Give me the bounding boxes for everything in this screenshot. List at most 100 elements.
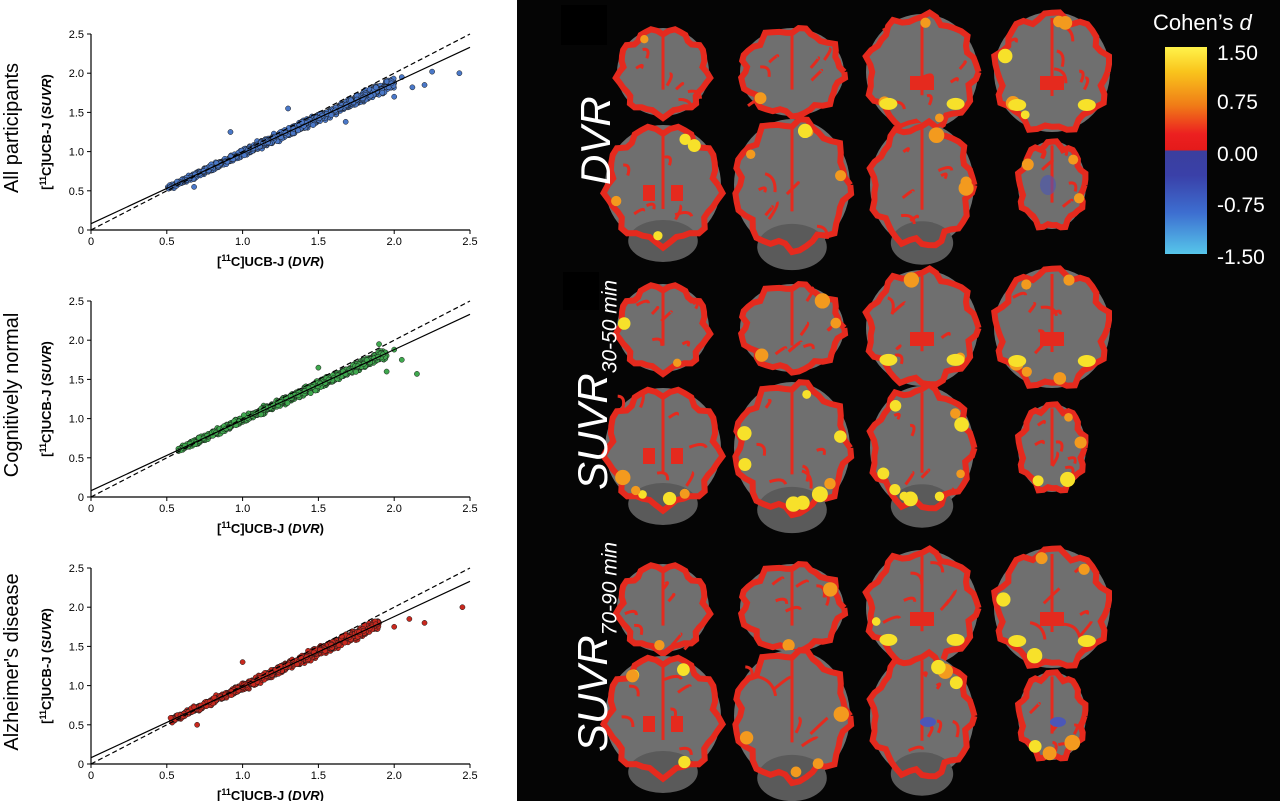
- cortex-fold: [624, 609, 638, 616]
- data-point: [376, 341, 382, 347]
- cortex-fold: [645, 202, 656, 210]
- cortex-fold: [930, 561, 945, 573]
- temporal-region: [946, 97, 965, 110]
- hot-region: [830, 317, 842, 329]
- temporal-region: [879, 633, 898, 646]
- cortex-outline: [1014, 669, 1089, 762]
- cortex-fold: [769, 478, 788, 485]
- cortex-fold: [633, 623, 644, 636]
- hot-region: [1020, 110, 1030, 120]
- hot-region: [871, 617, 881, 626]
- data-point: [328, 112, 335, 119]
- hot-region: [1063, 274, 1075, 286]
- cortex-fold: [650, 305, 660, 316]
- subcortical-region: [1040, 332, 1064, 346]
- hot-region: [737, 426, 752, 441]
- cortex-fold: [663, 674, 683, 681]
- hot-region: [1028, 740, 1042, 753]
- data-point: [429, 68, 435, 75]
- colorbar-tick: 1.50: [1217, 42, 1258, 65]
- data-point: [414, 371, 420, 377]
- cortex-fold: [816, 447, 826, 456]
- x-tick-label: 0: [88, 770, 94, 782]
- cortex-fold: [757, 186, 767, 193]
- cortex-fold: [639, 390, 645, 408]
- brain-slice: [1014, 138, 1089, 231]
- cortex-fold: [1056, 49, 1065, 68]
- cerebellum: [757, 754, 827, 801]
- data-point: [391, 93, 398, 100]
- hot-region: [1078, 563, 1090, 575]
- x-axis-label: [11C]UCB-J (DVR): [217, 253, 324, 269]
- brain-slice: [737, 561, 849, 656]
- cortex-fold: [785, 181, 800, 196]
- data-point: [398, 356, 405, 363]
- hot-region: [934, 113, 944, 123]
- cortex-fold: [940, 172, 948, 180]
- x-tick-label: 0.5: [159, 770, 174, 782]
- hot-region: [1064, 412, 1073, 422]
- cortex-fold: [764, 398, 772, 409]
- y-tick-label: 1.5: [69, 374, 84, 386]
- cortex-fold: [882, 27, 889, 36]
- cortex-fold: [936, 719, 943, 734]
- hot-region: [958, 180, 974, 196]
- cortex-fold: [1064, 465, 1075, 475]
- hot-region: [1064, 734, 1081, 751]
- cortex-fold: [668, 411, 680, 419]
- data-point: [194, 721, 200, 728]
- cortex-outline: [991, 545, 1112, 669]
- cortex-fold: [1028, 702, 1041, 715]
- x-tick-label: 0.5: [159, 236, 174, 248]
- cortex-fold: [679, 746, 693, 756]
- y-tick-label: 0: [78, 225, 84, 237]
- data-point: [284, 400, 291, 406]
- hot-region: [662, 491, 677, 506]
- hot-region: [617, 317, 631, 330]
- y-axis-label: [11C]UCB-J (SUVR): [38, 608, 54, 724]
- data-point: [353, 369, 359, 375]
- cortex-fold: [687, 89, 702, 99]
- hot-region: [1060, 471, 1076, 487]
- cortex-fold: [949, 77, 959, 84]
- cortex-fold: [775, 597, 789, 605]
- hot-region: [739, 731, 754, 745]
- data-point: [373, 84, 379, 91]
- cortex-outline: [612, 26, 714, 122]
- cortex-outline: [612, 562, 714, 658]
- cortex-fold: [628, 684, 640, 697]
- hot-region: [754, 92, 767, 105]
- hot-region: [738, 458, 752, 471]
- hot-region: [877, 467, 890, 480]
- cortex-outline: [737, 281, 849, 376]
- cerebellum: [757, 223, 827, 271]
- negative-region: [920, 717, 936, 727]
- data-point: [286, 125, 292, 131]
- x-tick-label: 1.5: [311, 236, 326, 248]
- cortex-fold: [952, 720, 960, 738]
- cortex-fold: [677, 684, 692, 694]
- subcortical-region: [671, 185, 683, 201]
- y-tick-label: 2.5: [69, 296, 84, 308]
- cortex-outline: [732, 116, 855, 256]
- cortex-fold: [795, 579, 809, 588]
- brain-slice: [732, 116, 855, 271]
- hot-region: [833, 706, 850, 722]
- temporal-region: [1077, 99, 1096, 111]
- cortex-outline: [991, 265, 1112, 389]
- hot-region: [638, 490, 647, 499]
- cortex-outline: [1014, 138, 1089, 231]
- x-tick-label: 1.0: [235, 236, 250, 248]
- cortex-fold: [895, 344, 902, 351]
- cortex-fold: [926, 725, 934, 738]
- temporal-region: [1008, 635, 1027, 647]
- x-tick-label: 0: [88, 236, 94, 248]
- y-tick-label: 0.5: [69, 186, 84, 198]
- cortex-fold: [942, 487, 955, 500]
- subcortical-region: [671, 716, 683, 732]
- cortex-outline: [612, 282, 714, 378]
- hot-region: [812, 758, 824, 769]
- regression-line: [90, 580, 471, 759]
- hot-region: [1021, 279, 1032, 290]
- cortex-fold: [685, 471, 695, 487]
